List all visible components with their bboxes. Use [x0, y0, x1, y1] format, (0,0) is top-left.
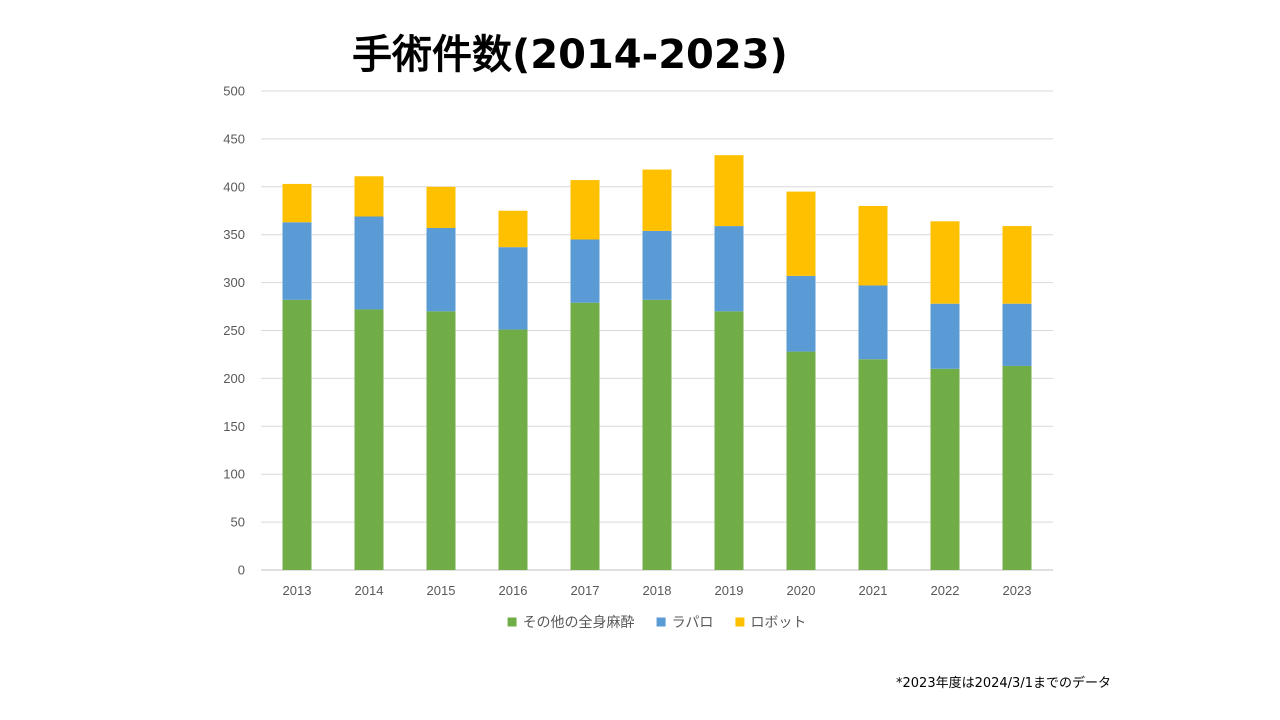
y-tick-label: 50 [231, 515, 245, 530]
bar-2013-series-2 [282, 183, 312, 223]
bar-2013-series-0 [282, 299, 312, 570]
bar-2021-series-0 [858, 359, 888, 570]
bar-2019-series-1 [714, 226, 744, 312]
legend: その他の全身麻酔 ラパロ ロボット [507, 614, 806, 631]
bar-2021-series-1 [858, 285, 888, 360]
y-tick-label: 450 [223, 131, 245, 146]
footnote: *2023年度は2024/3/1までのデータ [896, 676, 1111, 691]
legend-label-2: ロボット [750, 615, 806, 631]
x-tick-label: 2015 [427, 583, 456, 598]
bar-2023-series-1 [1002, 303, 1032, 366]
axis-labels: 0 50 100 150 200 250 300 350 400 450 500 2013 2014 20… [223, 84, 1031, 599]
y-tick-label: 400 [223, 179, 245, 194]
bar-2017-series-2 [570, 180, 600, 240]
bar-2014-series-1 [354, 216, 384, 310]
bar-2020-series-0 [786, 351, 816, 570]
x-tick-label: 2013 [283, 583, 312, 598]
x-tick-label: 2021 [859, 583, 888, 598]
x-tick-label: 2017 [571, 583, 600, 598]
bar-2018-series-2 [642, 169, 672, 231]
bar-2022-series-0 [930, 368, 960, 570]
x-tick-label: 2019 [715, 583, 744, 598]
y-tick-label: 0 [238, 563, 245, 578]
bar-2019-series-0 [714, 311, 744, 570]
bar-2022-series-1 [930, 303, 960, 369]
x-tick-label: 2016 [499, 583, 528, 598]
bar-2014-series-2 [354, 176, 384, 217]
chart-title: 手術件数(2014-2023) [352, 32, 788, 78]
bar-2017-series-1 [570, 239, 600, 303]
x-tick-label: 2023 [1003, 583, 1032, 598]
y-tick-label: 500 [223, 84, 245, 99]
legend-marker-2 [735, 617, 745, 627]
bar-2016-series-0 [498, 329, 528, 570]
x-tick-label: 2018 [643, 583, 672, 598]
bar-2021-series-2 [858, 205, 888, 286]
legend-marker-1 [656, 617, 666, 627]
bar-2013-series-1 [282, 222, 312, 300]
legend-marker-0 [507, 617, 517, 627]
y-tick-label: 300 [223, 275, 245, 290]
bar-2023-series-2 [1002, 226, 1032, 304]
legend-label-0: その他の全身麻酔 [523, 614, 635, 631]
bar-2018-series-0 [642, 299, 672, 570]
bar-2016-series-1 [498, 247, 528, 330]
x-tick-label: 2022 [931, 583, 960, 598]
y-tick-label: 200 [223, 371, 245, 386]
y-tick-label: 150 [223, 419, 245, 434]
bar-2020-series-2 [786, 191, 816, 276]
bar-2014-series-0 [354, 309, 384, 570]
bars [282, 155, 1032, 570]
bar-2023-series-0 [1002, 365, 1032, 570]
legend-label-1: ラパロ [672, 615, 714, 631]
bar-2015-series-0 [426, 311, 456, 570]
y-tick-label: 100 [223, 467, 245, 482]
bar-2020-series-1 [786, 275, 816, 352]
bar-2015-series-2 [426, 186, 456, 228]
bar-2019-series-2 [714, 155, 744, 227]
bar-2015-series-1 [426, 227, 456, 312]
y-tick-label: 250 [223, 323, 245, 338]
bar-2017-series-0 [570, 302, 600, 570]
bar-2022-series-2 [930, 221, 960, 304]
y-tick-label: 350 [223, 227, 245, 242]
x-tick-label: 2014 [355, 583, 384, 598]
bar-2016-series-2 [498, 210, 528, 248]
bar-2018-series-1 [642, 230, 672, 300]
x-tick-label: 2020 [787, 583, 816, 598]
